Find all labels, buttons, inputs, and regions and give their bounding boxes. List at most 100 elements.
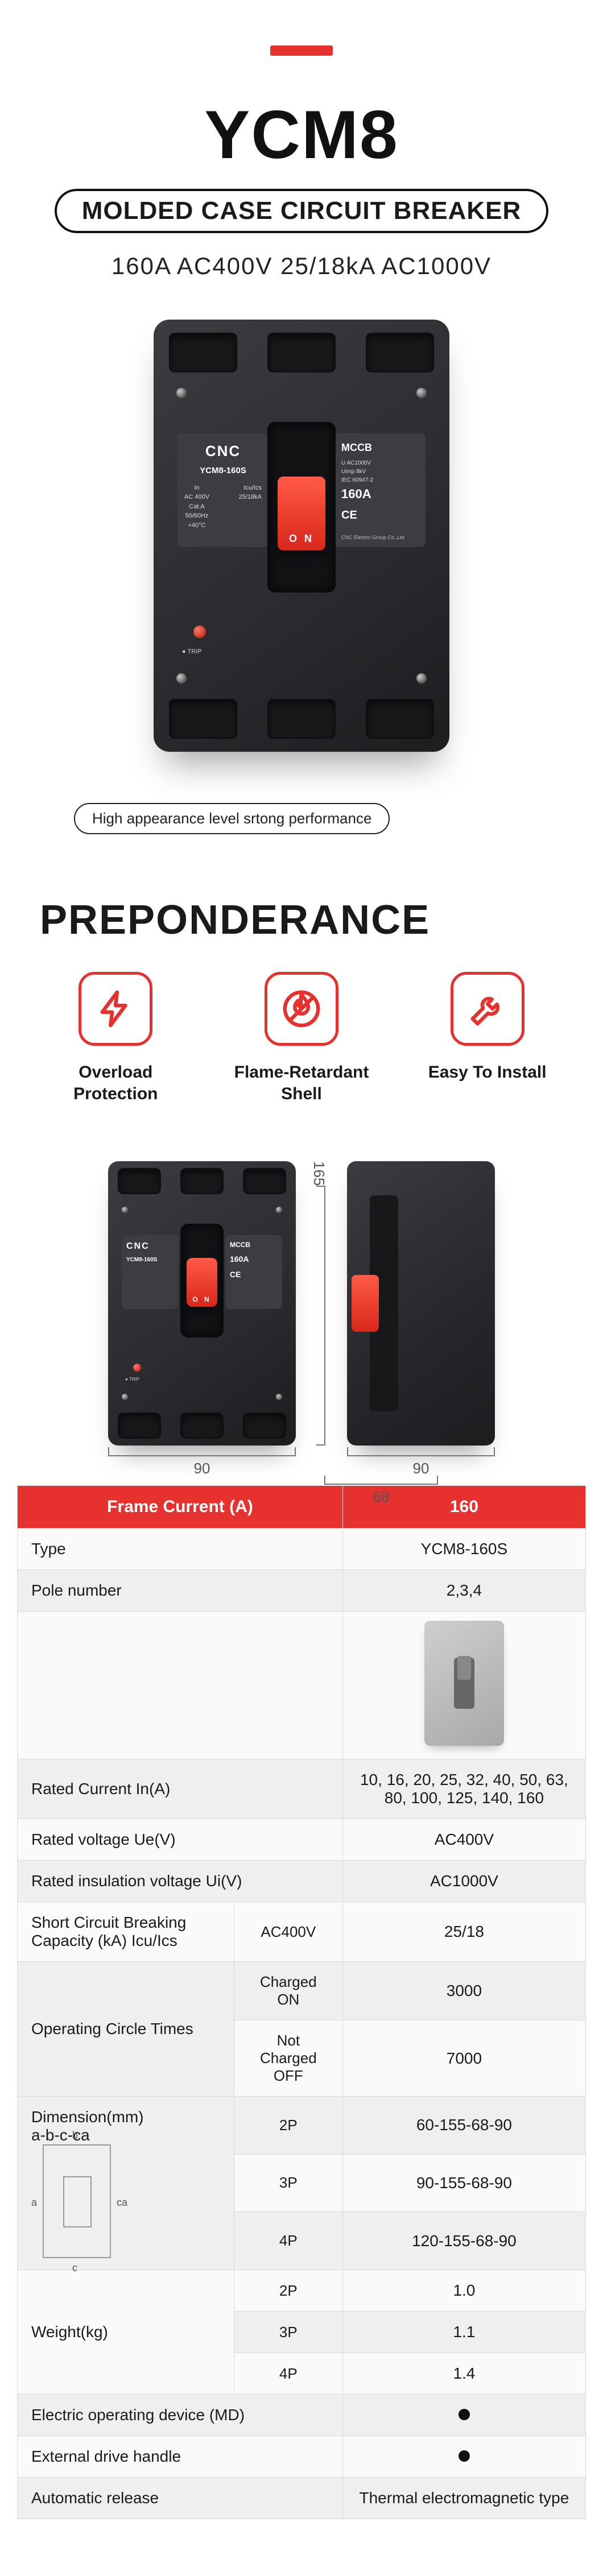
- table-row: Electric operating device (MD): [18, 2395, 586, 2436]
- dim-label-text: Dimension(mm) a-b-c-ca: [31, 2108, 144, 2144]
- table-row-image: [18, 1612, 586, 1759]
- row-sub: 3P: [234, 2154, 342, 2212]
- row-label-dimensions: Dimension(mm) a-b-c-ca a b c ca: [18, 2097, 234, 2270]
- mini-switch: O N: [187, 1258, 217, 1307]
- table-row: Rated insulation voltage Ui(V)AC1000V: [18, 1861, 586, 1902]
- table-row: Rated voltage Ue(V)AC400V: [18, 1819, 586, 1861]
- section-title-preponderance: PREPONDERANCE: [0, 880, 603, 972]
- row-label: Operating Circle Times: [18, 1962, 234, 2097]
- sketch-c: c: [72, 2262, 77, 2274]
- features-row: Overload Protection Flame-Retardant Shel…: [0, 972, 603, 1150]
- feature-install: Easy To Install: [408, 972, 567, 1104]
- device-model: YCM8-160S: [184, 465, 262, 478]
- row-sub: 4P: [234, 2212, 342, 2270]
- device-ce: CE: [341, 507, 419, 524]
- row-label: Weight(kg): [18, 2270, 234, 2395]
- hero: YCM8 MOLDED CASE CIRCUIT BREAKER 160A AC…: [0, 0, 603, 880]
- feature-flame: Flame-Retardant Shell: [222, 972, 381, 1104]
- table-header: Frame Current (A) 160: [18, 1486, 586, 1529]
- sketch-a: a: [31, 2197, 37, 2209]
- dim-width-front: 90: [108, 1447, 296, 1477]
- switch-knob: O N: [278, 477, 325, 550]
- row-sub: 2P: [234, 2097, 342, 2155]
- switch-well: O N: [267, 422, 336, 593]
- dim-value: 90: [194, 1460, 210, 1477]
- table-row: Weight(kg)2P1.0: [18, 2270, 586, 2312]
- table-row: Short Circuit Breaking Capacity (kA) Icu…: [18, 1902, 586, 1962]
- table-row: Automatic releaseThermal electromagnetic…: [18, 2478, 586, 2519]
- trip-indicator-icon: [193, 626, 206, 638]
- dim-height-front: 165: [310, 1161, 328, 1446]
- bolt-icon: [79, 972, 152, 1046]
- mini-mccb: MCCB: [230, 1240, 278, 1250]
- row-value: AC400V: [342, 1819, 585, 1861]
- row-sub: Not Charged OFF: [234, 2020, 342, 2097]
- row-value: 120-155-68-90: [342, 2212, 585, 2270]
- device-amp: 160A: [341, 484, 419, 503]
- row-value: 3000: [342, 1962, 585, 2020]
- row-value: 1.0: [342, 2270, 585, 2312]
- dim-value: 90: [413, 1460, 429, 1477]
- dim-depth-side: 68: [324, 1476, 438, 1506]
- side-knob-icon: [352, 1275, 379, 1332]
- row-label: Type: [18, 1529, 343, 1570]
- spec-table: Frame Current (A) 160 TypeYCM8-160S Pole…: [0, 1485, 603, 2576]
- row-sub: 2P: [234, 2270, 342, 2312]
- flame-icon: [265, 972, 338, 1046]
- table-row: External drive handle: [18, 2436, 586, 2478]
- table-row: Dimension(mm) a-b-c-ca a b c ca 2P60-155…: [18, 2097, 586, 2155]
- product-title: YCM8: [34, 96, 569, 174]
- product-spec-line: 160A AC400V 25/18kA AC1000V: [34, 252, 569, 280]
- row-value: Thermal electromagnetic type: [342, 2478, 585, 2519]
- th-frame-current: Frame Current (A): [18, 1486, 343, 1529]
- row-sub: Charged ON: [234, 1962, 342, 2020]
- row-value: 25/18: [342, 1902, 585, 1962]
- row-label: Pole number: [18, 1570, 343, 1612]
- row-label: Automatic release: [18, 2478, 343, 2519]
- row-value: 90-155-68-90: [342, 2154, 585, 2212]
- row-value: AC1000V: [342, 1861, 585, 1902]
- dim-value: 165: [310, 1161, 328, 1186]
- device-ratings-mid: Icu/Ics 25/18kA: [239, 483, 262, 502]
- device-mfg: CNC Electric Group Co.,Ltd: [341, 534, 419, 542]
- mini-ce: CE: [230, 1269, 278, 1281]
- dot-icon: [459, 2409, 470, 2420]
- product-subtitle: MOLDED CASE CIRCUIT BREAKER: [55, 189, 549, 233]
- mini-brand: CNC: [126, 1240, 174, 1253]
- feature-label: Easy To Install: [408, 1062, 567, 1083]
- row-value: 10, 16, 20, 25, 32, 40, 50, 63, 80, 100,…: [342, 1759, 585, 1819]
- table-row: Operating Circle TimesCharged ON3000: [18, 1962, 586, 2020]
- product-sketch-icon: [342, 1612, 585, 1759]
- device-ratings-right: U AC1000V Uimp 8kV IEC 60947-2: [341, 459, 419, 484]
- row-sub: 4P: [234, 2353, 342, 2395]
- dot-icon: [459, 2450, 470, 2462]
- tool-icon: [451, 972, 524, 1046]
- row-value: 2,3,4: [342, 1570, 585, 1612]
- feature-label: Flame-Retardant Shell: [222, 1062, 381, 1104]
- mini-trip: ● TRIP: [125, 1377, 139, 1382]
- mini-amp: 160A: [230, 1253, 278, 1265]
- row-sub: 3P: [234, 2312, 342, 2353]
- dim-width-side: 90: [347, 1447, 495, 1477]
- row-label: External drive handle: [18, 2436, 343, 2478]
- row-value: 7000: [342, 2020, 585, 2097]
- mini-model: YCM8-160S: [126, 1256, 174, 1264]
- dimensional-views: CNC YCM8-160S MCCB 160A CE O N ● TRIP 90 16…: [0, 1150, 603, 1485]
- dim-view-front: CNCYCM8-160S MCCB160ACE O N ● TRIP 90 16…: [108, 1161, 296, 1446]
- row-value: 60-155-68-90: [342, 2097, 585, 2155]
- device-brand: CNC: [184, 440, 262, 462]
- sketch-b: b: [72, 2130, 78, 2142]
- dimension-diagram-icon: a b c ca: [43, 2144, 111, 2258]
- row-value: 1.1: [342, 2312, 585, 2353]
- feature-overload: Overload Protection: [36, 972, 195, 1104]
- dim-view-side: 90 68: [347, 1161, 495, 1446]
- device-label-left: CNC YCM8-160S In AC 400V Cat.A 50/60Hz +…: [177, 433, 269, 547]
- row-label: Rated Current In(A): [18, 1759, 343, 1819]
- product-image-front: CNC YCM8-160S In AC 400V Cat.A 50/60Hz +…: [34, 320, 569, 752]
- trip-label: ● TRIP: [182, 648, 202, 655]
- table-row: Rated Current In(A)10, 16, 20, 25, 32, 4…: [18, 1759, 586, 1819]
- table-row: TypeYCM8-160S: [18, 1529, 586, 1570]
- row-sub: AC400V: [234, 1902, 342, 1962]
- row-value: [342, 2436, 585, 2478]
- row-label: Electric operating device (MD): [18, 2395, 343, 2436]
